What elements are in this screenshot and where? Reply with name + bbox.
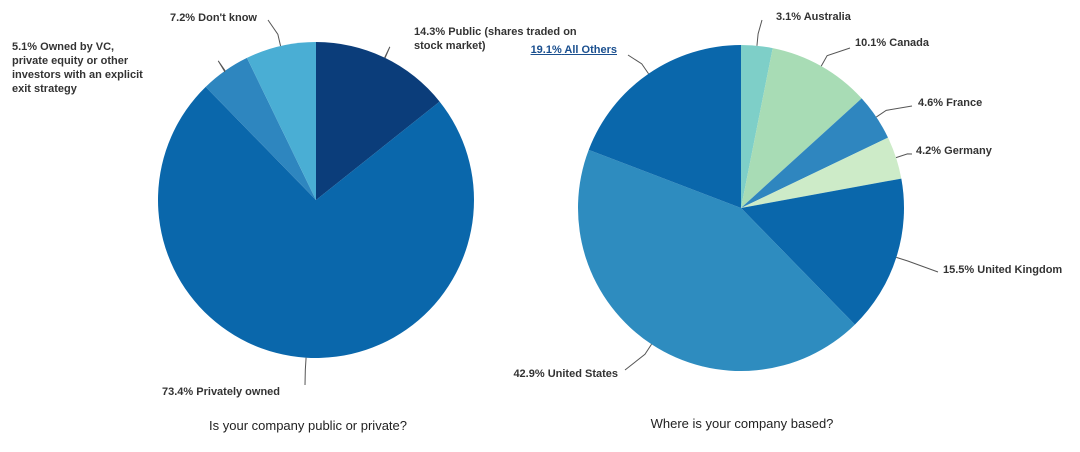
category-label: France: [946, 97, 983, 109]
category-label: Privately owned: [196, 386, 281, 398]
chart-title: Is your company public or private?: [209, 418, 407, 433]
value-label: 3.1%: [776, 11, 802, 23]
leader-line: [304, 357, 307, 386]
slice-label: 3.1% Australia: [776, 10, 851, 24]
value-label: 14.3%: [414, 26, 446, 38]
leader-line: [217, 60, 226, 73]
pie-slice: [741, 48, 862, 208]
slice-label: 42.9% United States: [513, 367, 618, 381]
value-label: 4.6%: [918, 97, 944, 109]
pie-slice: [741, 137, 902, 208]
value-label: 15.5%: [943, 264, 975, 276]
pie-slice: [578, 149, 855, 371]
slice-label[interactable]: 19.1% All Others: [531, 43, 617, 57]
value-label: 42.9%: [513, 368, 545, 380]
slice-label: 14.3% Public (shares traded on stock mar…: [414, 25, 604, 53]
leader-line: [756, 19, 763, 46]
chart-title: Where is your company based?: [650, 416, 834, 431]
value-label: 10.1%: [855, 37, 887, 49]
leader-line: [896, 256, 939, 273]
pie-slice: [588, 45, 741, 208]
slice-label: 4.6% France: [918, 96, 982, 110]
pie-slice: [157, 86, 474, 359]
pie-slice: [741, 98, 889, 208]
leader-line: [627, 54, 649, 75]
category-label: United Kingdom: [977, 264, 1063, 276]
category-label: Public (shares traded on stock market): [414, 26, 577, 52]
value-label: 19.1%: [530, 44, 562, 56]
leader-line: [624, 343, 652, 371]
pie-slice: [741, 45, 773, 208]
slice-label: 73.4% Privately owned: [162, 385, 280, 399]
leader-line: [384, 46, 391, 59]
leader-line: [895, 153, 913, 159]
category-label: Owned by VC, private equity or other inv…: [12, 41, 143, 95]
leader-line: [267, 19, 282, 47]
slice-label: 15.5% United Kingdom: [943, 263, 1062, 277]
slice-label: 4.2% Germany: [916, 144, 992, 158]
category-label: Don't know: [198, 12, 257, 24]
category-label: Germany: [944, 145, 992, 157]
pie-slice: [246, 42, 316, 200]
slice-label: 10.1% Canada: [855, 36, 929, 50]
leader-line: [875, 105, 913, 118]
slice-label: 5.1% Owned by VC, private equity or othe…: [12, 40, 152, 96]
category-label: Canada: [889, 37, 930, 49]
category-label: All Others: [564, 44, 617, 56]
leader-line: [820, 47, 851, 67]
category-label: Australia: [803, 11, 851, 23]
category-label: United States: [547, 368, 618, 380]
value-label: 4.2%: [916, 145, 942, 157]
value-label: 7.2%: [170, 12, 196, 24]
value-label: 73.4%: [162, 386, 194, 398]
slice-label: 7.2% Don't know: [170, 11, 257, 25]
pie-slice: [316, 42, 440, 200]
pie-slice: [205, 57, 316, 201]
pie-slice: [741, 178, 904, 325]
value-label: 5.1%: [12, 41, 38, 53]
